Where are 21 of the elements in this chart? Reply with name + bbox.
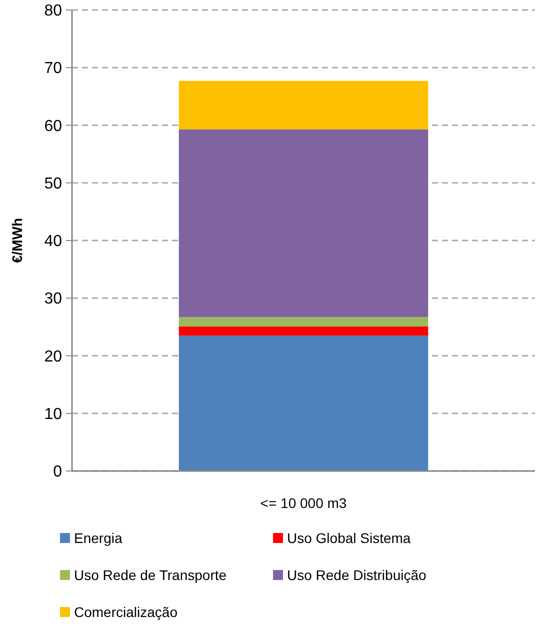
y-tick-label: 30 — [44, 290, 62, 308]
y-tick-label: 40 — [44, 233, 62, 250]
y-tick-label: 20 — [44, 348, 62, 366]
legend-label: Uso Global Sistema — [287, 530, 411, 546]
bar — [178, 336, 428, 471]
bar — [178, 80, 428, 130]
legend-label: Comercialização — [74, 604, 178, 620]
bar — [178, 317, 428, 326]
y-tick-label: 10 — [44, 406, 62, 423]
legend-label: Uso Rede Distribuição — [287, 566, 426, 583]
bar — [178, 129, 428, 318]
y-tick-label: 60 — [44, 118, 62, 135]
y-tick-label: 50 — [44, 175, 62, 192]
bar — [178, 326, 428, 336]
legend-label: Uso Rede de Transporte — [74, 566, 227, 583]
y-tick-label: 70 — [44, 60, 62, 78]
legend-label: Energia — [74, 530, 122, 546]
y-tick-label: 0 — [53, 464, 62, 481]
y-tick-label: 80 — [44, 2, 62, 20]
y-axis-title: €/MWh — [9, 218, 25, 264]
x-tick-label: <= 10 000 m3 — [260, 495, 347, 511]
